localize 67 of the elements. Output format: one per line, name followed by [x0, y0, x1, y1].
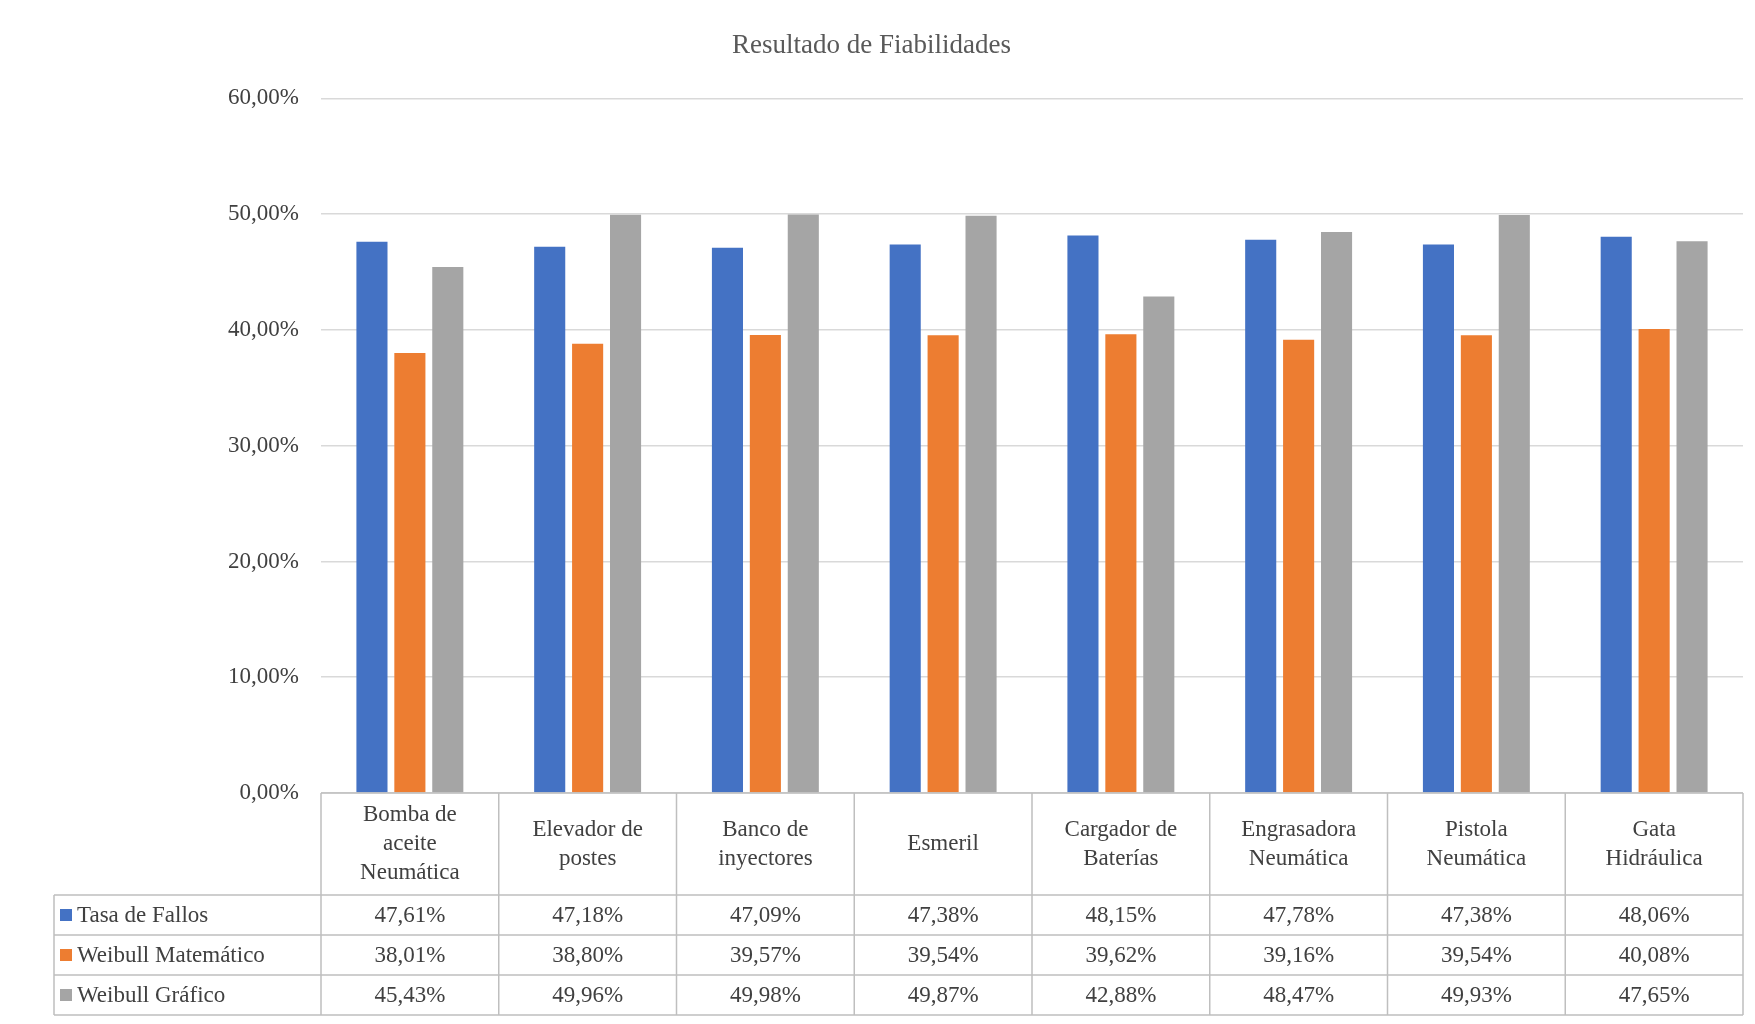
bar — [1422, 244, 1454, 793]
x-tick-label: Cargador de Baterías — [1064, 815, 1178, 870]
bar — [356, 241, 388, 793]
bar — [965, 215, 997, 793]
legend-label: Weibull Gráfico — [77, 982, 226, 1008]
bar — [787, 214, 819, 793]
bar — [711, 247, 743, 793]
bar — [394, 352, 426, 793]
data-label: 48,06% — [1618, 902, 1690, 928]
bar — [749, 334, 781, 793]
x-tick-label: Bomba de aceite Neumática — [360, 801, 460, 885]
y-tick-label: 40,00% — [228, 315, 299, 341]
bar — [534, 246, 566, 793]
x-tick-label: Pistola Neumática — [1426, 815, 1527, 870]
bar — [1638, 329, 1670, 793]
y-tick-label: 60,00% — [228, 84, 299, 110]
y-tick-label: 30,00% — [228, 431, 299, 457]
data-label: 39,57% — [729, 942, 801, 968]
x-tick-label: Gata Hidráulica — [1605, 815, 1703, 870]
y-tick-label: 10,00% — [228, 663, 299, 689]
bar — [1143, 296, 1175, 793]
x-tick-label: Engrasadora Neumática — [1241, 815, 1357, 870]
bar — [610, 214, 642, 793]
data-label: 47,38% — [907, 902, 979, 928]
data-label: 49,98% — [729, 982, 801, 1008]
data-label: 48,15% — [1085, 902, 1157, 928]
bar — [572, 343, 604, 793]
legend-label: Weibull Matemático — [77, 942, 265, 968]
x-tick-label: Esmeril — [907, 830, 979, 856]
bar — [1245, 239, 1277, 793]
data-label: 45,43% — [374, 982, 446, 1008]
data-label: 47,38% — [1440, 902, 1512, 928]
data-label: 47,78% — [1263, 902, 1335, 928]
data-label: 39,16% — [1263, 942, 1335, 968]
data-label: 47,61% — [374, 902, 446, 928]
data-label: 49,96% — [552, 982, 624, 1008]
data-label: 47,65% — [1618, 982, 1690, 1008]
y-tick-label: 50,00% — [228, 200, 299, 226]
legend-label: Tasa de Fallos — [77, 902, 209, 928]
data-label: 39,54% — [907, 942, 979, 968]
y-tick-label: 0,00% — [239, 779, 299, 805]
data-label: 42,88% — [1085, 982, 1157, 1008]
bar — [1283, 339, 1315, 793]
bar — [889, 244, 921, 793]
y-tick-label: 20,00% — [228, 547, 299, 573]
data-label: 47,18% — [552, 902, 624, 928]
bar — [1676, 241, 1708, 793]
bar — [927, 335, 959, 793]
data-label: 49,93% — [1440, 982, 1512, 1008]
data-label: 49,87% — [907, 982, 979, 1008]
data-label: 38,01% — [374, 942, 446, 968]
bar — [1498, 214, 1530, 793]
data-label: 47,09% — [729, 902, 801, 928]
chart-title: Resultado de Fiabilidades — [732, 29, 1011, 60]
x-tick-label: Elevador de postes — [532, 815, 643, 870]
x-tick-label: Banco de inyectores — [718, 815, 813, 870]
data-label: 39,54% — [1440, 942, 1512, 968]
bar — [432, 267, 464, 793]
data-label: 38,80% — [552, 942, 624, 968]
data-label: 39,62% — [1085, 942, 1157, 968]
bar — [1321, 231, 1353, 793]
bar — [1600, 236, 1632, 793]
bar — [1105, 334, 1137, 793]
data-label: 48,47% — [1263, 982, 1335, 1008]
bar — [1067, 235, 1099, 793]
bar — [1460, 335, 1492, 793]
data-label: 40,08% — [1618, 942, 1690, 968]
